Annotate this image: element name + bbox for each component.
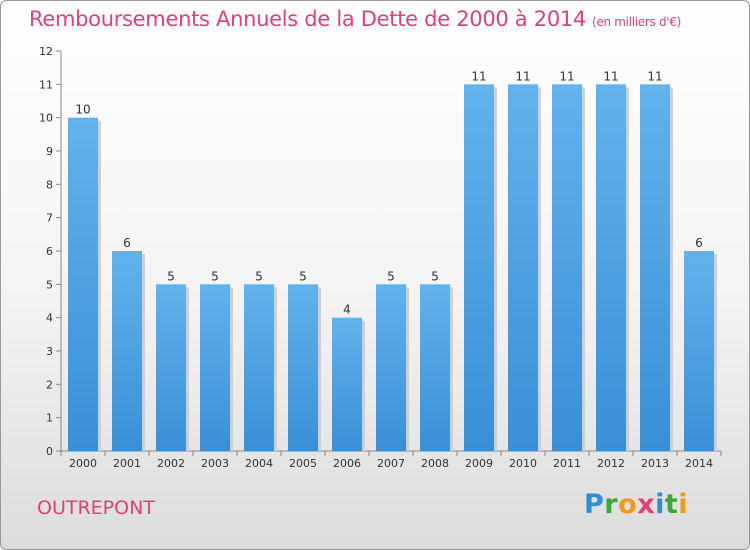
- y-tick-label: 8: [46, 178, 53, 191]
- bar-value-label: 10: [75, 103, 90, 117]
- y-tick-label: 7: [46, 212, 53, 225]
- bar: [552, 84, 582, 451]
- x-tick-label: 2009: [465, 457, 493, 470]
- bar-value-label: 11: [515, 69, 530, 83]
- x-tick-label: 2006: [333, 457, 361, 470]
- bar-value-label: 6: [123, 236, 131, 250]
- bar-value-label: 11: [471, 69, 486, 83]
- x-tick-label: 2004: [245, 457, 273, 470]
- y-tick-label: 5: [46, 278, 53, 291]
- y-tick-label: 2: [46, 378, 53, 391]
- x-tick-label: 2013: [641, 457, 669, 470]
- x-tick-label: 2000: [69, 457, 97, 470]
- bar: [376, 284, 406, 451]
- y-tick-label: 3: [46, 345, 53, 358]
- bar-value-label: 5: [431, 269, 439, 283]
- x-tick-label: 2001: [113, 457, 141, 470]
- y-tick-label: 9: [46, 145, 53, 158]
- bar-value-label: 4: [343, 303, 351, 317]
- bar-value-label: 6: [695, 236, 703, 250]
- x-tick-label: 2005: [289, 457, 317, 470]
- bar: [420, 284, 450, 451]
- bar: [244, 284, 274, 451]
- bar-value-label: 5: [255, 269, 263, 283]
- chart-title: Remboursements Annuels de la Dette de 20…: [29, 7, 681, 31]
- bar: [288, 284, 318, 451]
- y-tick-label: 1: [46, 412, 53, 425]
- y-tick-label: 10: [39, 112, 53, 125]
- bar: [156, 284, 186, 451]
- bar-value-label: 5: [211, 269, 219, 283]
- y-tick-label: 11: [39, 78, 53, 91]
- bar: [112, 251, 142, 451]
- x-tick-label: 2011: [553, 457, 581, 470]
- bar-value-label: 11: [559, 69, 574, 83]
- x-tick-label: 2010: [509, 457, 537, 470]
- bar-value-label: 11: [647, 69, 662, 83]
- bar: [200, 284, 230, 451]
- bar: [332, 317, 362, 451]
- x-tick-label: 2012: [597, 457, 625, 470]
- bar: [596, 84, 626, 451]
- y-tick-label: 4: [46, 312, 53, 325]
- bar: [68, 117, 98, 452]
- y-tick-label: 0: [46, 445, 53, 458]
- x-tick-label: 2003: [201, 457, 229, 470]
- bar-value-label: 5: [387, 269, 395, 283]
- x-tick-label: 2014: [685, 457, 713, 470]
- x-tick-label: 2002: [157, 457, 185, 470]
- bar-value-label: 5: [167, 269, 175, 283]
- x-tick-label: 2008: [421, 457, 449, 470]
- bar: [684, 251, 714, 451]
- bar-value-label: 5: [299, 269, 307, 283]
- proxiti-logo: Proxiti: [584, 489, 689, 520]
- bar: [464, 84, 494, 451]
- y-tick-label: 6: [46, 245, 53, 258]
- bar-value-label: 11: [603, 69, 618, 83]
- commune-name: OUTREPONT: [37, 497, 155, 519]
- title-text: Remboursements Annuels de la Dette de 20…: [29, 7, 586, 31]
- bar: [640, 84, 670, 451]
- y-tick-label: 12: [39, 45, 53, 58]
- unit-label: (en milliers d'€): [592, 15, 682, 29]
- bar: [508, 84, 538, 451]
- x-tick-label: 2007: [377, 457, 405, 470]
